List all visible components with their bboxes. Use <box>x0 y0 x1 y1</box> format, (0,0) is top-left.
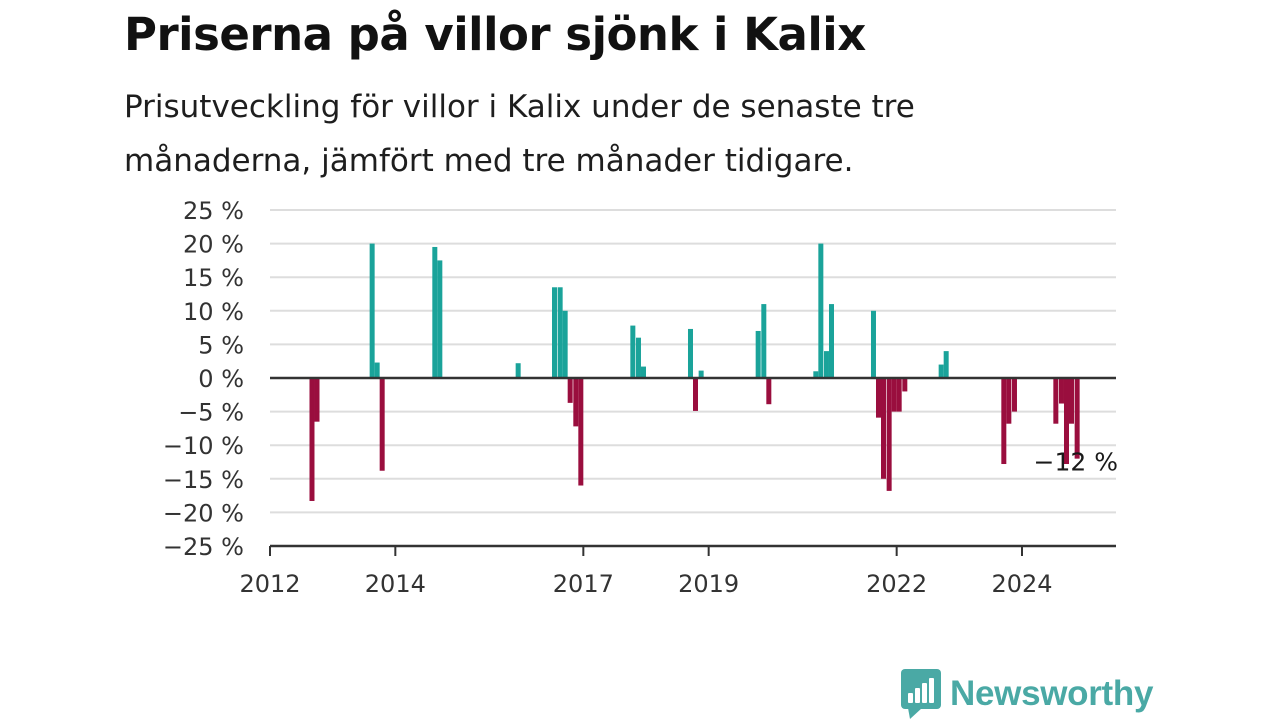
bar <box>1001 378 1007 465</box>
x-tick-label: 2024 <box>991 570 1052 598</box>
bar <box>309 378 315 501</box>
bar <box>552 287 558 378</box>
bar <box>1011 378 1017 412</box>
bar <box>881 378 887 479</box>
bar <box>1053 378 1059 424</box>
x-tick-label: 2014 <box>365 570 426 598</box>
bar <box>698 370 704 378</box>
bar <box>823 351 829 378</box>
bar <box>640 366 646 378</box>
bar <box>943 351 949 378</box>
bar <box>902 378 908 392</box>
y-tick-label: 15 % <box>183 264 244 292</box>
bar <box>379 378 385 471</box>
y-tick-label: 10 % <box>183 298 244 326</box>
bars <box>309 243 1080 501</box>
bar <box>870 310 876 378</box>
bar <box>1069 378 1075 424</box>
latest-value-annotation: −12 % <box>1034 448 1118 477</box>
bar <box>432 246 438 378</box>
x-tick-label: 2012 <box>239 570 300 598</box>
bar <box>578 378 584 486</box>
tick-labels: 25 % 20 % 15 % 10 % 5 % 0 % −5 % −10 % −15 % −20 … <box>163 197 1118 598</box>
y-tick-label: 20 % <box>183 231 244 259</box>
bar <box>573 378 579 427</box>
bar <box>886 378 892 491</box>
newsworthy-logo-icon <box>901 669 941 719</box>
bar <box>1074 378 1080 459</box>
bar <box>813 371 819 378</box>
bar <box>562 310 568 378</box>
axes <box>269 376 1116 556</box>
bar <box>630 325 636 378</box>
chart-subtitle: Prisutveckling för villor i Kalix under … <box>124 89 915 179</box>
x-tick-label: 2017 <box>553 570 614 598</box>
bar <box>567 378 573 403</box>
bar <box>828 304 834 378</box>
newsworthy-logo: Newsworthy <box>900 668 1153 720</box>
bar <box>818 243 824 378</box>
y-tick-label: 5 % <box>198 331 244 359</box>
bar <box>761 304 767 378</box>
bar <box>891 378 897 412</box>
chart-title: Priserna på villor sjönk i Kalix <box>124 8 866 61</box>
y-tick-label: −5 % <box>178 399 244 427</box>
y-tick-label: 0 % <box>198 365 244 393</box>
bar-chart: 25 % 20 % 15 % 10 % 5 % 0 % −5 % −10 % −15 % −20 … <box>163 197 1118 598</box>
y-tick-label: −25 % <box>163 533 244 561</box>
bar <box>875 378 881 418</box>
bar <box>437 260 443 378</box>
newsworthy-logo-text: Newsworthy <box>950 674 1154 713</box>
bar <box>374 362 380 378</box>
bar <box>687 328 693 378</box>
bar <box>693 378 699 411</box>
y-tick-label: −10 % <box>163 432 244 460</box>
bar <box>1058 378 1064 404</box>
bar <box>938 364 944 378</box>
bar <box>755 330 761 378</box>
bar <box>1063 378 1069 465</box>
bar <box>515 363 521 378</box>
bar <box>314 378 320 422</box>
bar <box>635 337 641 378</box>
y-tick-label: −15 % <box>163 466 244 494</box>
y-tick-label: 25 % <box>183 197 244 225</box>
x-tick-label: 2022 <box>866 570 927 598</box>
y-tick-label: −20 % <box>163 499 244 527</box>
bar <box>766 378 772 405</box>
bar <box>557 287 563 378</box>
bar <box>369 243 375 378</box>
bar <box>896 378 902 412</box>
bar <box>1006 378 1012 424</box>
x-tick-label: 2019 <box>678 570 739 598</box>
